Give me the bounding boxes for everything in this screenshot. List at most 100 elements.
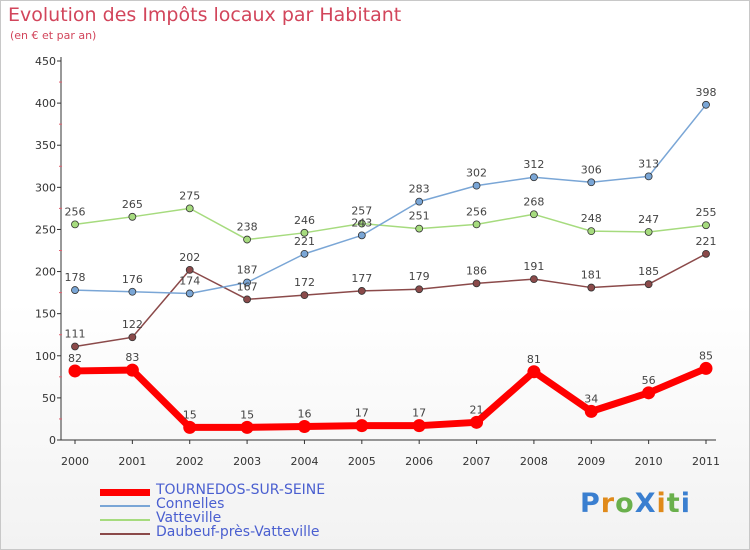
data-label: 306 — [581, 163, 602, 176]
data-point — [587, 178, 596, 187]
data-label: 255 — [696, 206, 717, 219]
data-point — [243, 278, 251, 287]
data-label: 256 — [65, 205, 86, 218]
data-label: 265 — [122, 198, 143, 211]
data-point — [587, 283, 596, 292]
series-line — [74, 104, 707, 295]
y-tick-label: 0 — [49, 434, 56, 447]
data-label: 186 — [466, 264, 487, 277]
data-point — [702, 221, 710, 230]
data-label: 172 — [294, 276, 315, 289]
x-tick-label: 2008 — [520, 455, 548, 468]
data-label: 167 — [237, 280, 258, 293]
data-point — [357, 287, 366, 295]
data-point — [125, 363, 139, 377]
data-point — [185, 289, 194, 298]
data-point — [415, 197, 424, 206]
legend-label: Daubeuf-près-Vatteville — [156, 524, 320, 540]
data-label: 243 — [351, 216, 372, 229]
data-label: 174 — [179, 274, 200, 287]
data-point — [644, 280, 653, 289]
x-tick-label: 2005 — [348, 455, 376, 468]
legend-swatch — [100, 505, 150, 507]
data-point — [128, 333, 137, 342]
data-label: 81 — [527, 353, 541, 366]
data-point — [68, 364, 82, 378]
x-tick-label: 2009 — [577, 455, 605, 468]
data-label: 248 — [581, 212, 602, 225]
data-point — [183, 420, 197, 434]
data-point — [702, 100, 710, 109]
legend-label: Connelles — [156, 496, 225, 512]
data-point — [128, 212, 137, 221]
data-point — [185, 265, 194, 274]
data-point — [128, 287, 137, 296]
data-point — [472, 181, 481, 190]
legend-label: TOURNEDOS-SUR-SEINE — [156, 482, 326, 498]
x-tick-label: 2011 — [692, 455, 720, 468]
data-point — [527, 365, 541, 379]
data-point — [357, 231, 366, 240]
data-label: 85 — [699, 349, 713, 362]
data-point — [243, 235, 251, 244]
data-label: 313 — [638, 157, 659, 170]
data-label: 181 — [581, 269, 602, 282]
x-tick-label: 2001 — [118, 455, 146, 468]
data-label: 257 — [351, 205, 372, 218]
data-label: 256 — [466, 205, 487, 218]
data-label: 122 — [122, 318, 143, 331]
data-label: 247 — [638, 213, 659, 226]
data-label: 177 — [351, 272, 372, 285]
data-point — [415, 285, 424, 294]
data-point — [530, 210, 538, 219]
data-label: 246 — [294, 214, 315, 227]
data-point — [300, 249, 309, 258]
legend-swatch — [100, 488, 150, 496]
y-tick-label: 200 — [35, 266, 56, 279]
data-label: 398 — [696, 86, 717, 99]
data-label: 221 — [696, 235, 717, 248]
data-label: 56 — [642, 374, 656, 387]
y-tick-label: 50 — [42, 392, 56, 405]
data-point — [699, 361, 713, 375]
data-label: 185 — [638, 265, 659, 278]
data-label: 16 — [297, 408, 311, 421]
data-label: 275 — [179, 189, 200, 202]
data-point — [243, 295, 251, 304]
data-point — [300, 291, 309, 300]
y-tick-label: 400 — [35, 97, 56, 110]
y-tick-label: 300 — [35, 181, 56, 194]
data-label: 283 — [409, 183, 430, 196]
y-tick-label: 450 — [35, 55, 56, 68]
data-point — [530, 173, 538, 182]
data-label: 34 — [584, 392, 598, 405]
data-label: 312 — [523, 158, 544, 171]
data-label: 268 — [523, 195, 544, 208]
x-tick-label: 2000 — [61, 455, 89, 468]
data-point — [702, 249, 710, 258]
data-point — [415, 224, 424, 233]
axes: 0 50 100 150 200 250 300 350 400 450 2000 2001 2002 2… — [35, 55, 720, 468]
data-labels: 111 122 202 167 172 177 179 186 191 181 185 221 256 2… — [65, 86, 717, 422]
data-label: 302 — [466, 167, 487, 180]
y-tick-label: 100 — [35, 350, 56, 363]
legend-label: Vatteville — [156, 510, 222, 526]
data-label: 15 — [240, 408, 254, 421]
data-point — [185, 204, 194, 213]
data-point — [355, 419, 369, 433]
data-point — [644, 228, 653, 236]
data-point — [357, 219, 366, 228]
data-label: 21 — [470, 403, 484, 416]
data-point — [297, 420, 311, 434]
data-point — [472, 220, 481, 229]
x-tick-label: 2004 — [290, 455, 318, 468]
y-tick-label: 150 — [35, 308, 56, 321]
series-lines — [68, 100, 713, 434]
series-line — [74, 207, 707, 241]
x-tick-label: 2010 — [635, 455, 663, 468]
data-point — [412, 419, 426, 433]
data-point — [300, 228, 309, 237]
chart-subtitle: (en € et par an) — [10, 29, 97, 42]
data-label: 187 — [237, 264, 258, 277]
